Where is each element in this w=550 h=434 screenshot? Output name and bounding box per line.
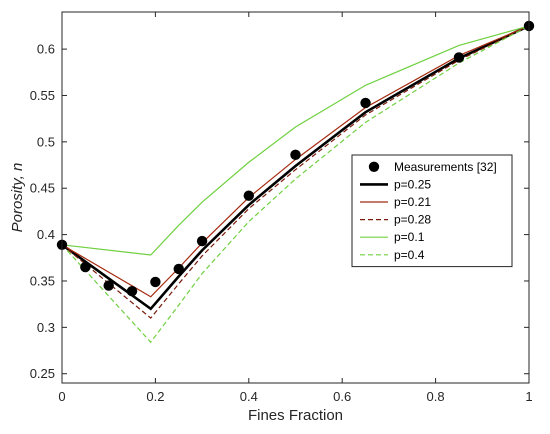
y-tick-label: 0.4 bbox=[37, 227, 55, 242]
measurement-point bbox=[196, 235, 208, 247]
x-tick-label: 0.8 bbox=[427, 389, 445, 404]
legend-label: p=0.25 bbox=[394, 177, 431, 191]
x-tick-label: 0 bbox=[58, 389, 65, 404]
series-line-4 bbox=[61, 25, 530, 256]
axes-box bbox=[61, 11, 530, 384]
measurement-point bbox=[80, 261, 91, 273]
series-line-5 bbox=[61, 25, 530, 344]
measurement-point bbox=[150, 276, 161, 288]
y-tick-label: 0.55 bbox=[30, 88, 55, 103]
series-line-3 bbox=[61, 25, 530, 319]
measurement-point bbox=[173, 263, 184, 275]
measurement-markers bbox=[56, 20, 535, 297]
x-tick-label: 0.2 bbox=[146, 389, 164, 404]
y-tick-label: 0.45 bbox=[30, 181, 55, 196]
legend-marker bbox=[368, 161, 380, 172]
axes: 0 0.2 0.4 0.6 0.8 1 0.25 0.3 0.35 0.4 0.45 0.5 0.55 0… bbox=[30, 11, 533, 404]
legend-label: p=0.1 bbox=[394, 230, 425, 244]
y-tick-label: 0.5 bbox=[37, 134, 55, 149]
measurement-point bbox=[126, 285, 138, 297]
measurement-point bbox=[360, 97, 371, 109]
legend-box bbox=[351, 154, 513, 268]
legend-label: p=0.28 bbox=[394, 213, 431, 227]
legend-label: p=0.21 bbox=[394, 195, 431, 209]
legend: Measurements [32] p=0.25 p=0.21 p=0.28 p=0.1… bbox=[351, 154, 513, 268]
x-tick-label: 0.6 bbox=[333, 389, 351, 404]
x-axis-title: Fines Fraction bbox=[248, 407, 343, 424]
legend-label: Measurements [32] bbox=[394, 160, 497, 174]
x-tick-label: 0.4 bbox=[240, 389, 258, 404]
y-tick-label: 0.6 bbox=[37, 42, 55, 57]
measurement-point bbox=[290, 149, 301, 161]
series-line-1 bbox=[61, 24, 530, 311]
y-tick-label: 0.3 bbox=[37, 320, 55, 335]
y-tick-label: 0.35 bbox=[30, 273, 55, 288]
y-tick-label: 0.25 bbox=[30, 366, 55, 381]
measurement-point bbox=[243, 190, 254, 201]
x-tick-label: 1 bbox=[525, 389, 532, 404]
measurement-point bbox=[453, 52, 465, 63]
y-axis-title: Porosity, n bbox=[9, 163, 26, 233]
measurement-point bbox=[103, 280, 114, 291]
legend-label: p=0.4 bbox=[394, 248, 425, 262]
